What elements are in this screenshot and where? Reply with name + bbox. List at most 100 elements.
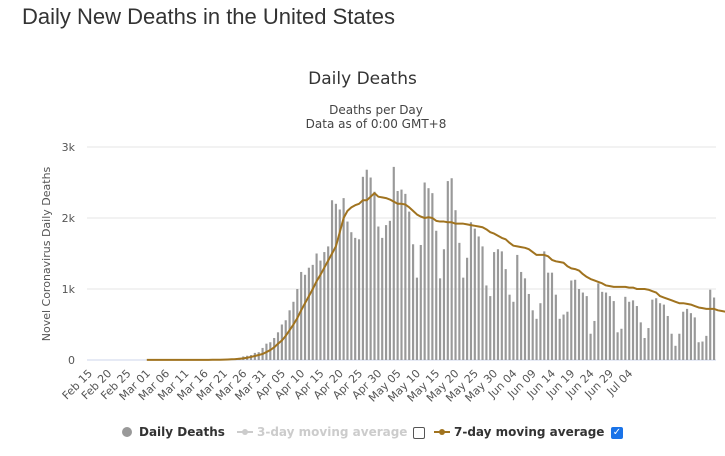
daily-deaths-bar bbox=[620, 328, 623, 360]
daily-deaths-bar bbox=[354, 237, 357, 360]
daily-deaths-bar bbox=[689, 313, 692, 360]
daily-deaths-bar bbox=[651, 299, 654, 360]
daily-deaths-bar bbox=[466, 257, 469, 360]
daily-deaths-bar bbox=[604, 292, 608, 360]
daily-deaths-bar bbox=[705, 335, 708, 360]
daily-deaths-bar bbox=[338, 209, 341, 360]
daily-deaths-bar bbox=[574, 279, 577, 360]
daily-deaths-bar bbox=[307, 267, 310, 360]
legend-dot-icon bbox=[122, 427, 132, 437]
page-title: Daily New Deaths in the United States bbox=[22, 4, 395, 29]
daily-deaths-bar bbox=[462, 277, 465, 360]
daily-deaths-bar bbox=[512, 301, 515, 360]
daily-deaths-bar bbox=[388, 220, 391, 360]
daily-deaths-bar bbox=[550, 272, 554, 360]
daily-deaths-bar bbox=[535, 318, 538, 360]
daily-deaths-bar bbox=[674, 345, 677, 360]
legend-three-day-average[interactable]: 3-day moving average bbox=[237, 424, 407, 440]
daily-deaths-bar bbox=[350, 232, 353, 360]
daily-deaths-bar bbox=[284, 320, 287, 360]
daily-deaths-bar bbox=[408, 211, 411, 360]
daily-deaths-bar bbox=[612, 301, 615, 360]
daily-deaths-bar bbox=[365, 169, 368, 360]
daily-deaths-bar bbox=[276, 332, 280, 360]
daily-deaths-bar bbox=[562, 314, 565, 360]
daily-deaths-bar bbox=[288, 310, 291, 360]
seven-day-average-line bbox=[146, 192, 725, 361]
daily-deaths-bar bbox=[566, 311, 569, 360]
daily-deaths-bar bbox=[469, 222, 473, 360]
daily-deaths-bar bbox=[570, 280, 573, 360]
daily-deaths-bar bbox=[670, 333, 673, 360]
daily-deaths-bar bbox=[427, 188, 430, 360]
legend-daily-deaths-label: Daily Deaths bbox=[139, 425, 225, 439]
daily-deaths-bar bbox=[477, 236, 480, 360]
legend-line-icon bbox=[237, 427, 253, 437]
daily-deaths-bar bbox=[531, 310, 534, 360]
daily-deaths-bar bbox=[624, 296, 627, 360]
daily-deaths-bar bbox=[685, 308, 689, 360]
y-axis-label: Novel Coronavirus Daily Deaths bbox=[40, 166, 53, 341]
daily-deaths-bar bbox=[377, 226, 380, 360]
chart-title: Daily Deaths bbox=[308, 69, 417, 89]
daily-deaths-bar bbox=[327, 246, 330, 360]
daily-deaths-bar bbox=[330, 200, 334, 360]
legend-daily-deaths[interactable]: Daily Deaths bbox=[122, 424, 225, 440]
legend-seven-day-average-label: 7-day moving average bbox=[454, 425, 605, 439]
daily-deaths-bar bbox=[558, 318, 561, 360]
daily-deaths-bar bbox=[396, 191, 399, 360]
daily-deaths-bar bbox=[697, 342, 700, 360]
daily-deaths-bar bbox=[439, 278, 442, 360]
daily-deaths-bar bbox=[520, 271, 523, 360]
daily-deaths-bar bbox=[701, 341, 704, 360]
daily-deaths-bar bbox=[631, 300, 635, 360]
daily-deaths-bar bbox=[601, 291, 604, 360]
daily-deaths-bar bbox=[292, 301, 295, 360]
daily-deaths-bar bbox=[678, 333, 681, 360]
daily-deaths-bar bbox=[412, 244, 415, 360]
daily-deaths-bar bbox=[296, 289, 299, 360]
y-axis-ticks: 0 1k 2k 3k bbox=[62, 141, 76, 367]
legend-seven-day-average[interactable]: 7-day moving average bbox=[434, 424, 604, 440]
daily-deaths-bar bbox=[369, 177, 372, 360]
three-day-average-checkbox[interactable] bbox=[413, 427, 425, 439]
daily-deaths-bar bbox=[682, 311, 685, 360]
daily-deaths-bar bbox=[404, 193, 407, 360]
daily-deaths-bar bbox=[589, 333, 592, 360]
daily-deaths-bar bbox=[450, 178, 453, 360]
daily-deaths-bar bbox=[547, 272, 550, 360]
daily-deaths-bar bbox=[381, 237, 384, 360]
daily-deaths-bar bbox=[608, 296, 611, 360]
daily-deaths-bar bbox=[361, 176, 364, 360]
daily-deaths-bar bbox=[384, 225, 388, 360]
daily-deaths-bar bbox=[442, 249, 446, 360]
legend-three-day-average-label: 3-day moving average bbox=[257, 425, 408, 439]
daily-deaths-bar bbox=[431, 193, 434, 360]
daily-deaths-bar bbox=[435, 230, 438, 360]
y-tick-label: 2k bbox=[62, 212, 76, 225]
daily-deaths-bar bbox=[523, 278, 527, 360]
daily-deaths-bar bbox=[693, 317, 696, 360]
daily-deaths-bar bbox=[273, 337, 276, 360]
daily-deaths-bar bbox=[585, 296, 588, 360]
daily-deaths-bar bbox=[639, 322, 642, 360]
daily-deaths-bar bbox=[357, 239, 361, 360]
seven-day-average-path bbox=[146, 192, 725, 361]
daily-deaths-bar bbox=[643, 337, 646, 360]
daily-deaths-bar bbox=[485, 285, 488, 360]
daily-deaths-bar bbox=[516, 254, 519, 360]
daily-deaths-bar bbox=[257, 352, 260, 360]
daily-deaths-bar bbox=[593, 320, 596, 360]
daily-deaths-bar bbox=[635, 306, 638, 360]
y-tick-label: 3k bbox=[62, 141, 76, 154]
daily-deaths-bar bbox=[508, 294, 511, 360]
y-tick-label: 0 bbox=[68, 354, 75, 367]
daily-deaths-bar bbox=[500, 251, 503, 360]
daily-deaths-bar bbox=[311, 264, 314, 360]
seven-day-average-checkbox[interactable]: ✓ bbox=[611, 427, 623, 439]
daily-deaths-bar bbox=[334, 203, 337, 360]
daily-deaths-bar bbox=[628, 301, 631, 360]
y-tick-label: 1k bbox=[62, 283, 76, 296]
daily-deaths-bar bbox=[392, 166, 395, 360]
